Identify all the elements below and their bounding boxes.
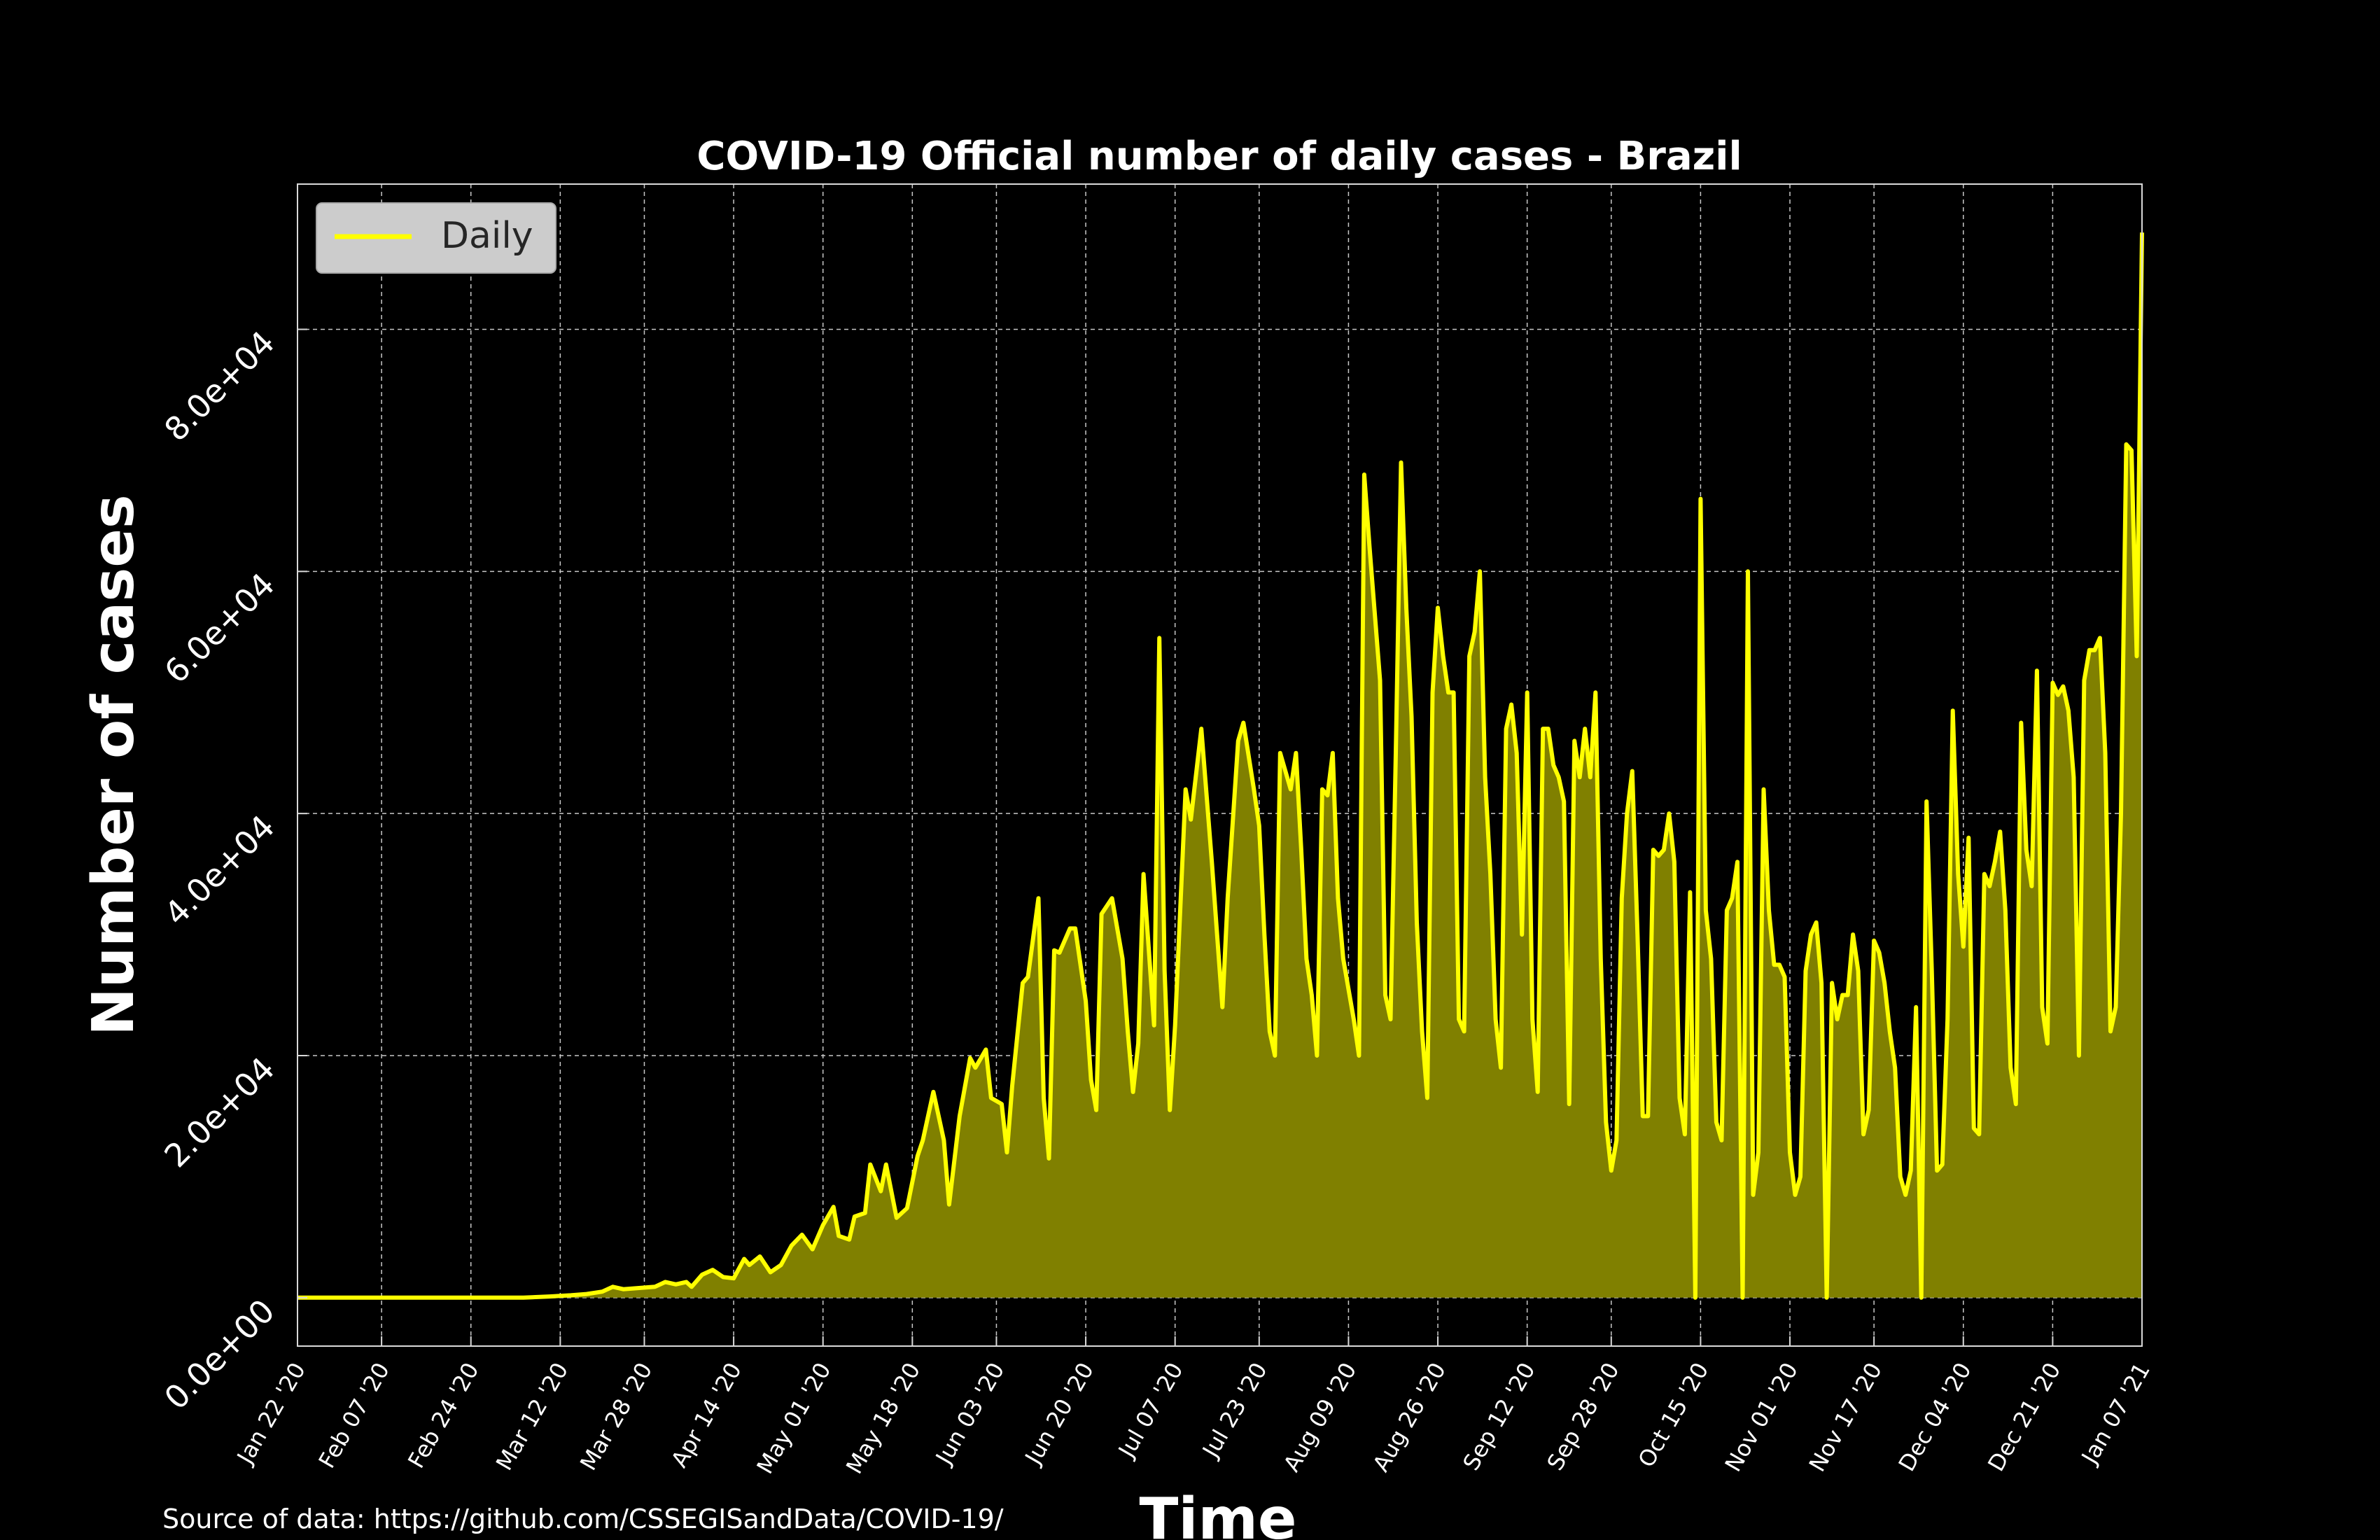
- legend-label-daily: Daily: [441, 215, 533, 257]
- x-axis-label: Time: [1139, 1486, 1296, 1540]
- plot-frame: [297, 183, 2143, 1347]
- legend-box: [316, 202, 556, 274]
- series-line-daily: [298, 232, 2144, 1300]
- series-area-daily: [298, 232, 2142, 1298]
- series-layer: [298, 232, 2144, 1300]
- legend: Daily: [316, 202, 556, 274]
- y-axis-label: Number of cases: [80, 494, 147, 1035]
- chart-title: COVID-19 Official number of daily cases …: [696, 134, 1742, 179]
- source-note: Source of data: https://github.com/CSSEG…: [162, 1504, 1004, 1534]
